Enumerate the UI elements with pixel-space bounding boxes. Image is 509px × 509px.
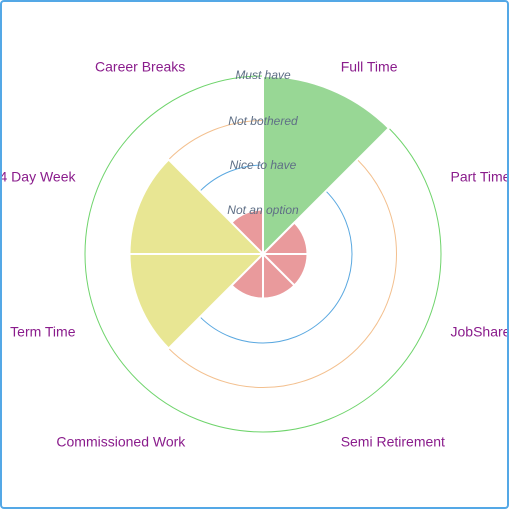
category-label-jobshare: JobShare (451, 324, 508, 340)
category-label-term-time: Term Time (10, 324, 76, 340)
category-label-full-time: Full Time (341, 59, 398, 75)
ring-label-not-an-option: Not an option (227, 203, 299, 217)
category-label-career-breaks: Career Breaks (95, 59, 185, 75)
wedge-full-time (262, 74, 391, 257)
wedge-term-time (128, 253, 266, 350)
ring-label-nice-to-have: Nice to have (230, 158, 297, 172)
wedge-career-breaks (230, 208, 264, 257)
ring-label-not-bothered: Not bothered (228, 114, 298, 128)
category-label-4-day-week: 4 Day Week (2, 168, 76, 184)
ring-label-must-have: Must have (235, 68, 291, 82)
category-label-semi-retirement: Semi Retirement (341, 434, 445, 450)
category-label-part-time: Part Time (451, 168, 508, 184)
category-label-commissioned-work: Commissioned Work (56, 434, 186, 450)
wedge-4-day-week (128, 158, 266, 255)
